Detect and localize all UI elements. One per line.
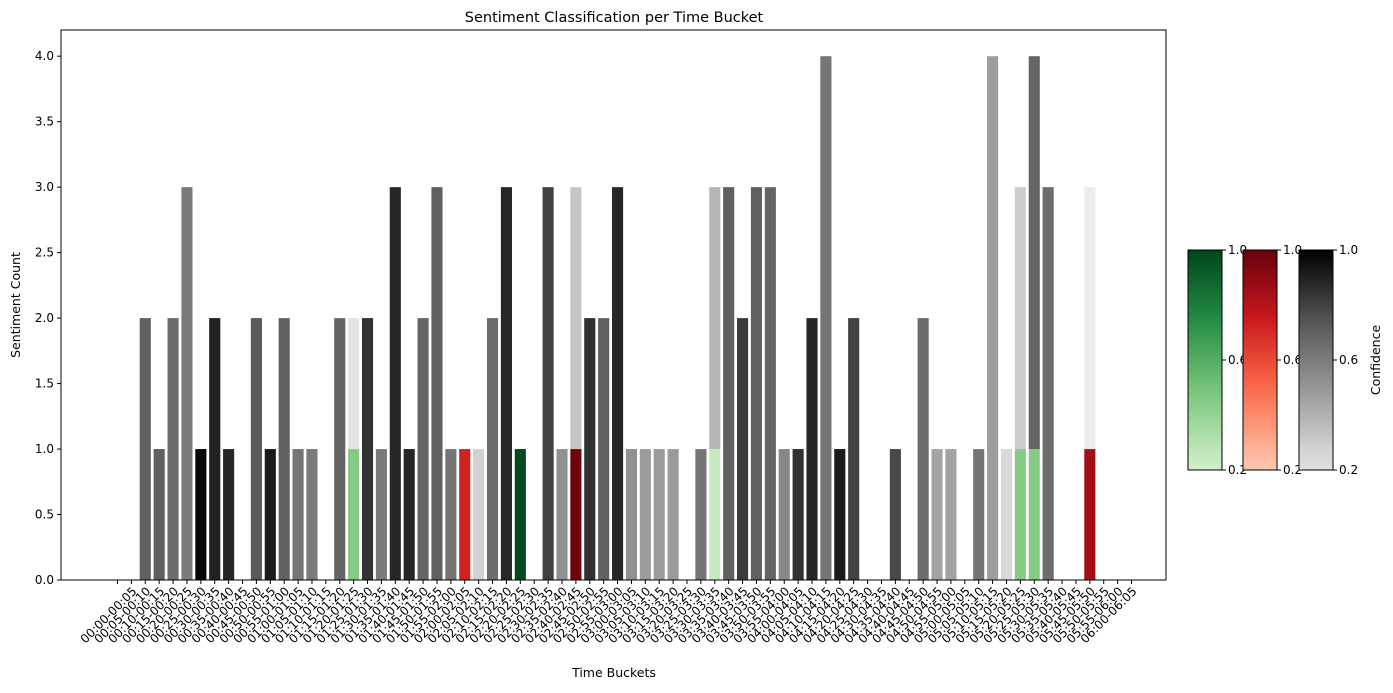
bar-neutral — [403, 449, 415, 580]
bar-neutral — [973, 449, 985, 580]
bar-positive — [514, 449, 526, 580]
bar-neutral — [389, 187, 401, 580]
colorbar-tick-label: 0.6 — [1283, 353, 1302, 367]
bar-neutral — [167, 318, 179, 580]
bar-neutral — [445, 449, 457, 580]
y-tick-label: 0.0 — [35, 573, 54, 587]
bar-neutral — [264, 449, 276, 580]
colorbar-tick-label: 1.0 — [1283, 243, 1302, 257]
bar-neutral — [153, 449, 165, 580]
bar-neutral — [667, 449, 679, 580]
bar-neutral — [1014, 187, 1026, 450]
bar-positive — [1014, 449, 1026, 580]
bar-negative — [1084, 449, 1096, 580]
y-tick-label: 2.0 — [35, 311, 54, 325]
x-axis-label: Time Buckets — [571, 665, 656, 680]
colorbar-tick-label: 0.2 — [1283, 463, 1302, 477]
bar-neutral — [375, 449, 387, 580]
colorbar-greys — [1298, 249, 1334, 471]
x-axis: 00:00-00:0500:05-00:1000:10-00:1500:15-0… — [78, 580, 1140, 646]
bar-neutral — [542, 187, 554, 580]
bar-neutral — [500, 187, 512, 580]
plot-frame — [60, 29, 1167, 581]
colorbar-tick-label: 0.2 — [1228, 463, 1247, 477]
bar-neutral — [1028, 56, 1040, 450]
bar-neutral — [737, 318, 749, 580]
bar-neutral — [292, 449, 304, 580]
bar-neutral — [612, 187, 624, 580]
bar-neutral — [209, 318, 221, 580]
bar-neutral — [486, 318, 499, 580]
bar-neutral — [806, 318, 818, 580]
bar-neutral — [361, 318, 374, 580]
bar-positive — [709, 449, 721, 580]
bar-neutral — [1000, 449, 1013, 580]
bar-neutral — [709, 187, 721, 450]
colorbar-tick-label: 0.6 — [1339, 353, 1358, 367]
bar-neutral — [889, 449, 901, 580]
bar-neutral — [653, 449, 665, 580]
y-axis: 0.0 0.5 1.0 1.5 2.0 2.5 3.0 3.5 4.0 — [35, 49, 61, 587]
y-tick-label: 1.5 — [35, 377, 54, 391]
bar-neutral — [695, 449, 707, 580]
bar-neutral — [334, 318, 346, 580]
bar-neutral — [1084, 187, 1096, 450]
bar-neutral — [945, 449, 957, 580]
colorbar-tick-label: 0.6 — [1228, 353, 1247, 367]
bar-negative — [459, 449, 471, 580]
bar-negative — [570, 449, 582, 580]
bar-neutral — [987, 56, 999, 580]
bar-neutral — [223, 449, 235, 580]
colorbar-label: Confidence — [1368, 325, 1383, 396]
colorbar-tick-label: 1.0 — [1339, 243, 1358, 257]
bar-neutral — [820, 56, 832, 580]
bar-neutral — [139, 318, 151, 580]
bar-positive — [348, 449, 360, 580]
colorbar-tick-label: 0.2 — [1339, 463, 1358, 477]
bar-neutral — [417, 318, 429, 580]
bar-positive — [1028, 449, 1040, 580]
bar-neutral — [1042, 187, 1054, 580]
bar-neutral — [278, 318, 290, 580]
bar-neutral — [778, 449, 790, 580]
bar-neutral — [625, 449, 637, 580]
bar-neutral — [917, 318, 929, 580]
bar-neutral — [834, 449, 846, 580]
bar-neutral — [195, 449, 207, 580]
y-tick-label: 1.0 — [35, 442, 54, 456]
y-tick-label: 2.5 — [35, 246, 54, 260]
bar-neutral — [848, 318, 860, 580]
bar-neutral — [750, 187, 763, 580]
colorbar-tick-label: 1.0 — [1228, 243, 1247, 257]
bar-neutral — [556, 449, 568, 580]
y-tick-label: 3.0 — [35, 180, 54, 194]
bar-neutral — [473, 449, 485, 580]
bar-neutral — [584, 318, 596, 580]
bar-neutral — [792, 449, 804, 580]
colorbar-reds — [1242, 249, 1278, 471]
bar-neutral — [639, 449, 651, 580]
chart-title: Sentiment Classification per Time Bucket — [465, 10, 764, 26]
y-tick-label: 4.0 — [35, 49, 54, 63]
bar-neutral — [723, 187, 735, 580]
colorbars: 0.2 0.6 1.0 0.2 0.6 1.0 0.2 0.6 1.0 Confidence — [1187, 243, 1383, 477]
y-axis-label: Sentiment Count — [8, 252, 23, 358]
bars-layer — [139, 56, 1096, 580]
bar-neutral — [764, 187, 776, 580]
y-tick-label: 0.5 — [35, 508, 54, 522]
bar-neutral — [431, 187, 443, 580]
y-tick-label: 3.5 — [35, 115, 54, 129]
bar-neutral — [250, 318, 262, 580]
bar-neutral — [598, 318, 610, 580]
colorbar-greens — [1187, 249, 1223, 471]
bar-neutral — [348, 318, 360, 450]
bar-neutral — [306, 449, 318, 580]
bar-neutral — [931, 449, 943, 580]
bar-neutral — [181, 187, 193, 580]
bar-neutral — [570, 187, 582, 450]
